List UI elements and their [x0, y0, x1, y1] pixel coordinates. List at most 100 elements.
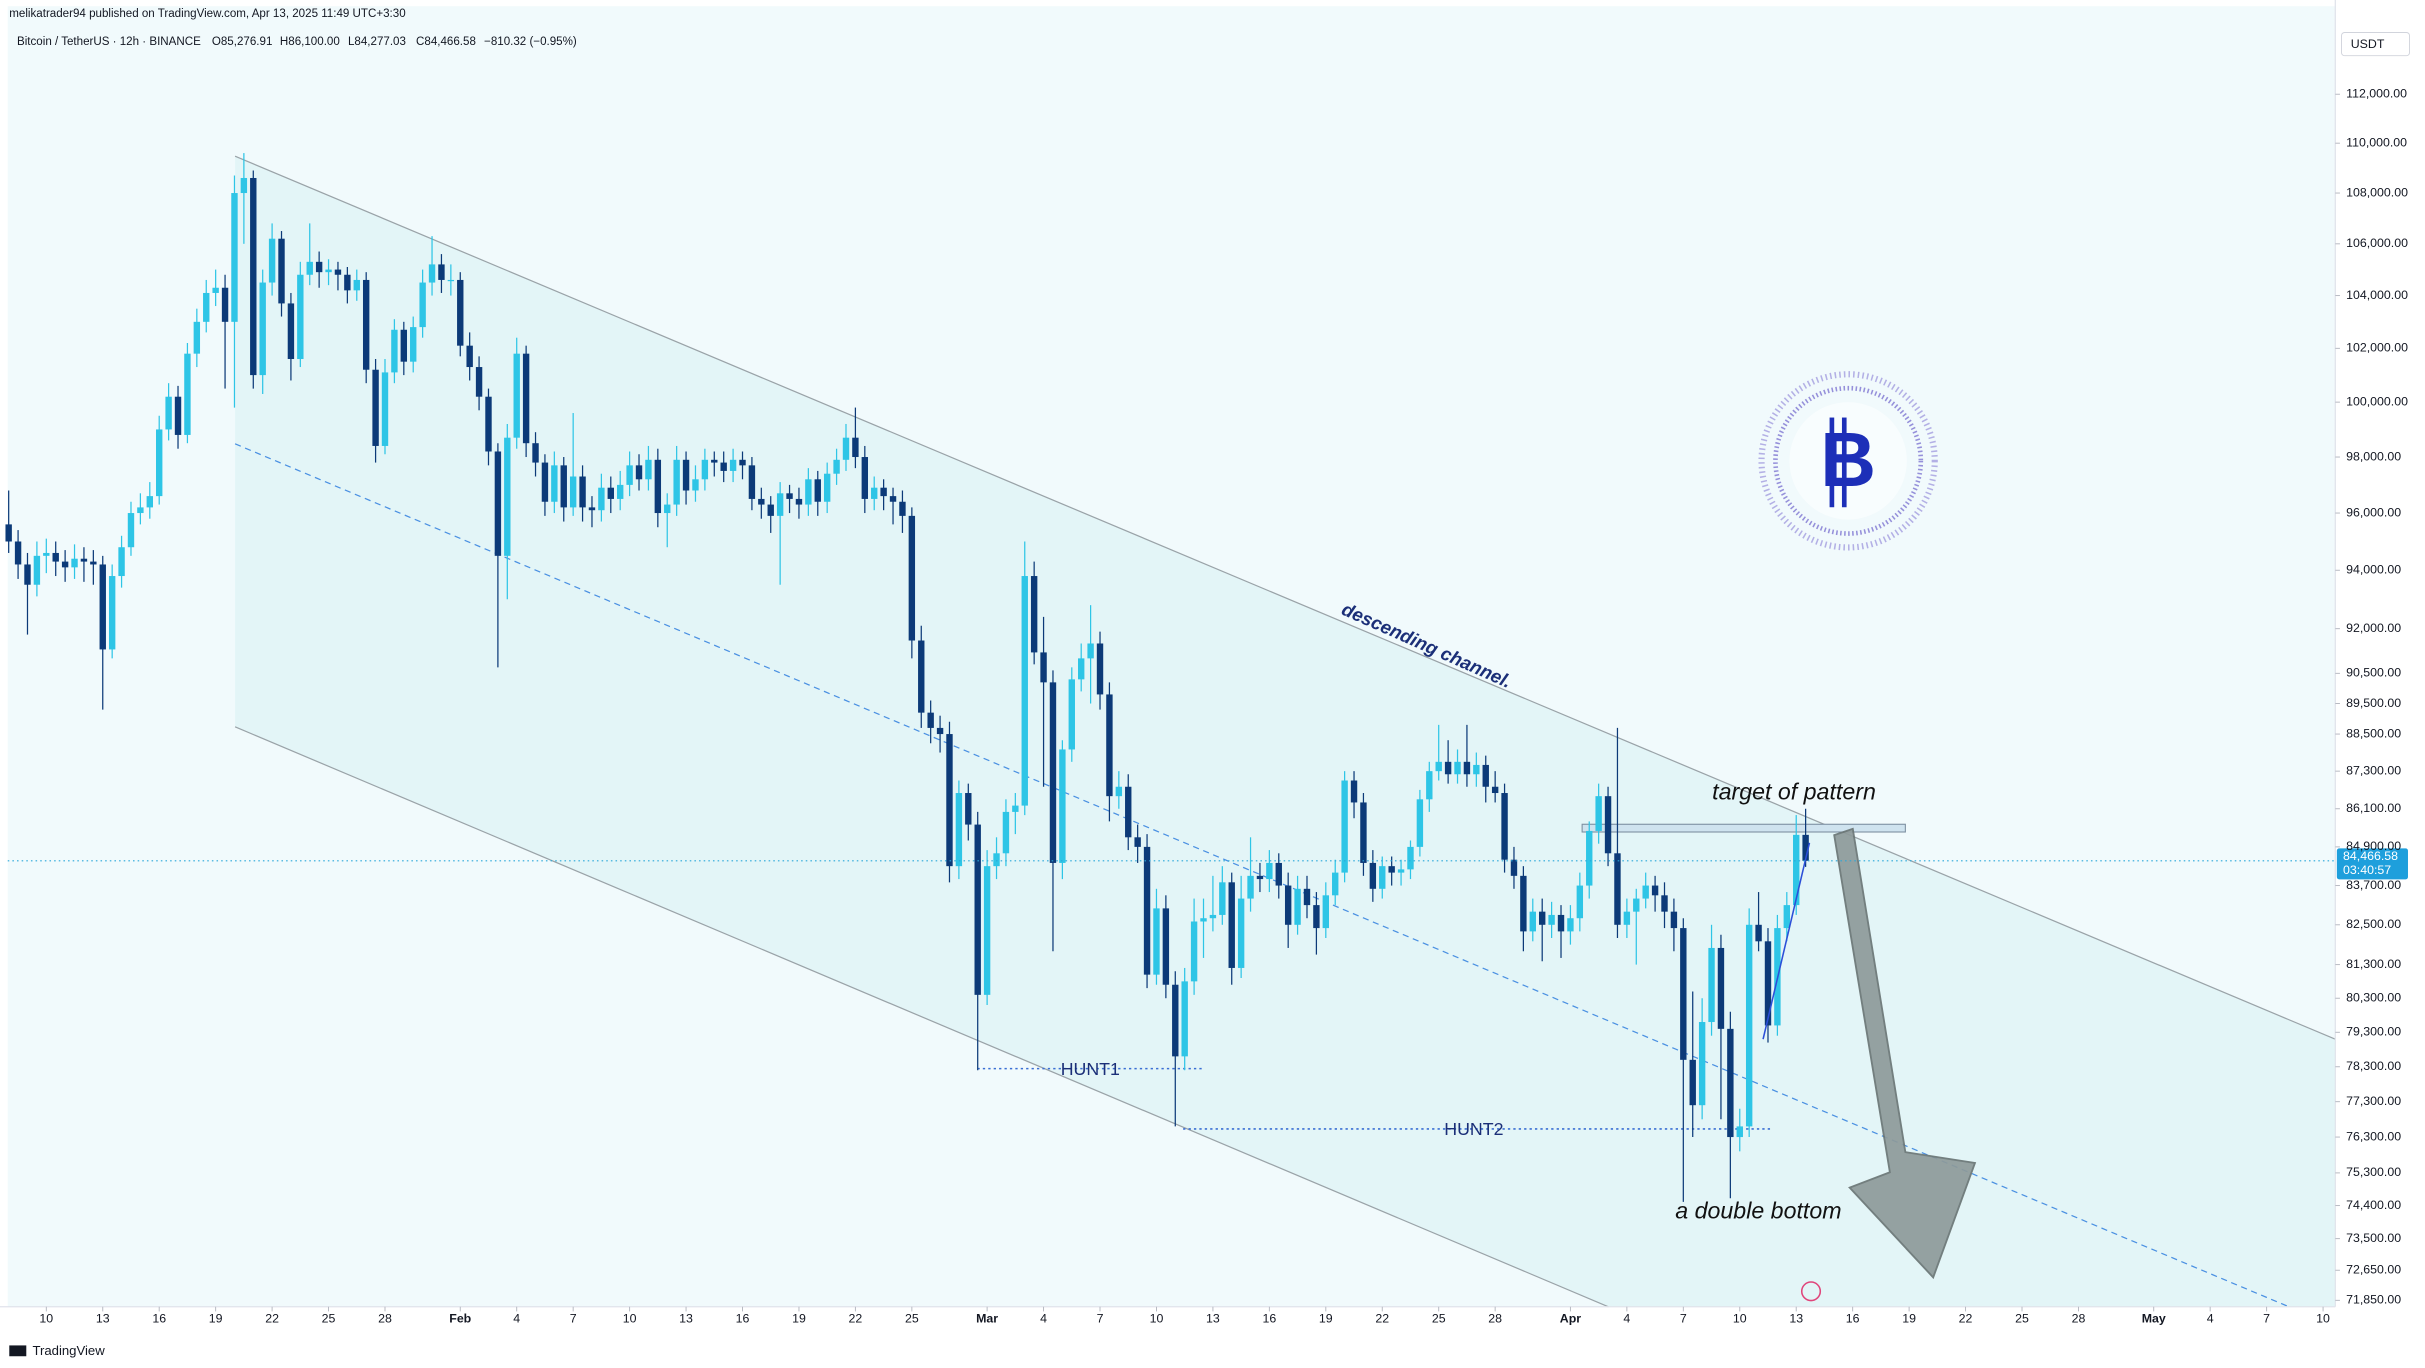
bitcoin-logo: B	[1758, 371, 1938, 551]
x-tick-label: 25	[322, 1311, 336, 1325]
x-tick-label: 10	[39, 1311, 53, 1325]
y-tick-label: 92,000.00	[2346, 621, 2401, 635]
candle-body	[852, 437, 859, 458]
candle-body	[833, 459, 840, 474]
candle-body	[268, 238, 276, 283]
candle-body	[184, 353, 191, 435]
candle-body	[617, 484, 624, 499]
y-tick-label: 83,700.00	[2346, 878, 2401, 892]
brand-logo	[9, 1345, 27, 1357]
candle-body	[1586, 830, 1593, 886]
symbol: Bitcoin / TetherUS · 12h · BINANCE	[17, 36, 201, 48]
candle-body	[1284, 885, 1292, 925]
y-tick-label: 75,300.00	[2346, 1165, 2401, 1179]
candle-body	[1520, 875, 1527, 932]
down-arrow	[1833, 827, 1977, 1280]
x-tick-label: 10	[1150, 1311, 1164, 1325]
ohlc-label: C84,466.58	[416, 36, 476, 48]
x-tick-label: 19	[1319, 1311, 1333, 1325]
x-tick-label: Apr	[1560, 1311, 1581, 1325]
candle-body	[1802, 834, 1809, 861]
candle-body	[786, 493, 793, 499]
candle-body	[758, 498, 765, 505]
candle-body	[1689, 1059, 1696, 1106]
candle-body	[250, 177, 257, 376]
x-tick-label: 4	[513, 1311, 520, 1325]
x-tick-label: 13	[1206, 1311, 1220, 1325]
logo-glyph: B	[1820, 417, 1876, 503]
candle-body	[1134, 837, 1141, 847]
x-tick-label: 25	[905, 1311, 919, 1325]
candle-body	[475, 367, 483, 397]
currency-box[interactable]	[2341, 32, 2410, 57]
candle-body	[569, 476, 577, 508]
candle-body	[607, 487, 614, 499]
candle-body	[692, 479, 699, 491]
candle-body	[711, 459, 718, 463]
candle-body	[1491, 786, 1499, 794]
candle-body	[1548, 914, 1555, 925]
candle-body	[1172, 984, 1179, 1057]
candle-body	[805, 479, 812, 505]
candle-body	[1727, 1028, 1734, 1138]
y-tick-label: 86,100.00	[2346, 801, 2401, 815]
candle-body	[33, 555, 41, 585]
candle-body	[1040, 652, 1047, 683]
y-tick-label: 110,000.00	[2346, 135, 2407, 149]
currency: USDT	[2351, 37, 2385, 51]
candle-body	[504, 437, 511, 556]
candle-body	[861, 457, 869, 499]
x-tick-label: 16	[1262, 1311, 1276, 1325]
candle-body	[334, 269, 342, 275]
candle-body	[410, 327, 417, 362]
price-tag	[2336, 848, 2408, 880]
candle-body	[325, 269, 332, 273]
y-tick-label: 88,500.00	[2346, 726, 2401, 740]
ohlc-label: H86,100.00	[280, 36, 340, 48]
candle-body	[1247, 875, 1254, 899]
publisher: melikatrader94 published on TradingView.…	[9, 8, 405, 20]
candle-body	[842, 437, 850, 460]
candle-body	[1002, 811, 1010, 854]
x-tick-label: 19	[209, 1311, 223, 1325]
candle-body	[1237, 898, 1245, 968]
y-tick-label: 108,000.00	[2346, 185, 2408, 199]
x-tick-label: 13	[96, 1311, 110, 1325]
candle-body	[485, 396, 492, 452]
candle-body	[1200, 918, 1207, 922]
candle-body	[419, 282, 426, 328]
candle-body	[1125, 786, 1132, 838]
candle-body	[447, 279, 455, 282]
candle-body	[391, 329, 398, 373]
candle-body	[871, 487, 878, 499]
candle-body	[259, 282, 266, 376]
candle-body	[1764, 941, 1772, 1026]
candle-body	[315, 261, 323, 273]
y-tick-label: 106,000.00	[2346, 236, 2408, 250]
candle-body	[231, 193, 238, 322]
candle-body	[1444, 761, 1452, 775]
logo-ring	[1758, 371, 1938, 551]
candle-body	[814, 479, 821, 502]
x-tick-label: 13	[1789, 1311, 1803, 1325]
x-tick-label: 10	[1733, 1311, 1747, 1325]
event-icon[interactable]	[1800, 1281, 1822, 1302]
candle-body	[80, 558, 88, 562]
candle-body	[1077, 658, 1085, 680]
candle-body	[1538, 911, 1546, 925]
x-tick-label: 19	[1902, 1311, 1916, 1325]
candle-body	[965, 793, 972, 825]
candle-body	[1501, 793, 1508, 860]
candle-body	[1153, 908, 1160, 975]
candle-body	[1219, 882, 1226, 915]
candle-body	[400, 329, 408, 362]
candle-body	[466, 345, 473, 368]
candle-body	[1661, 895, 1668, 912]
candle-body	[457, 279, 464, 346]
candle-body	[635, 465, 643, 480]
resistance-zone	[1581, 823, 1906, 833]
candle-body	[372, 369, 379, 446]
y-tick-label: 81,300.00	[2346, 957, 2401, 971]
candle-body	[729, 459, 737, 471]
